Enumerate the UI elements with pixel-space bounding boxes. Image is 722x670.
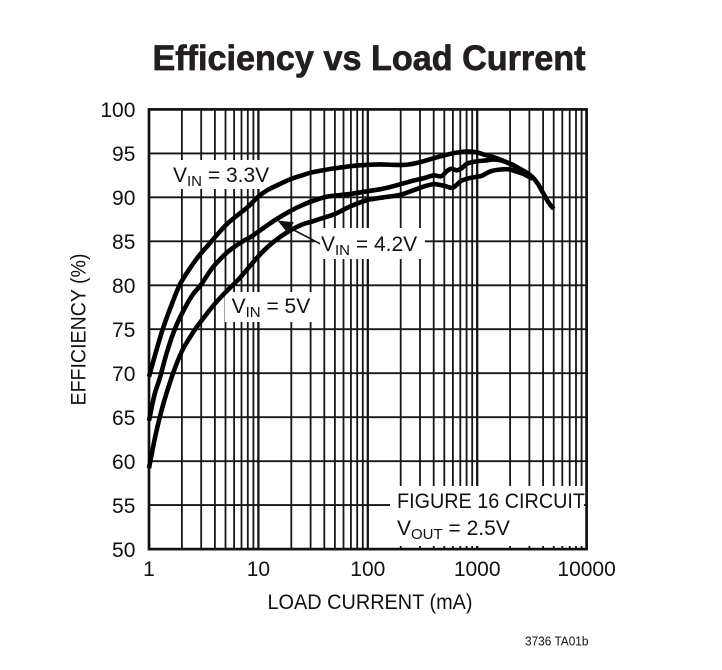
svg-text:FIGURE 16 CIRCUIT: FIGURE 16 CIRCUIT: [397, 490, 585, 513]
svg-text:50: 50: [112, 539, 135, 562]
svg-text:70: 70: [112, 363, 135, 386]
svg-text:80: 80: [112, 275, 135, 298]
svg-text:10: 10: [247, 558, 270, 581]
svg-text:LOAD CURRENT (mA): LOAD CURRENT (mA): [268, 591, 473, 614]
svg-text:65: 65: [112, 407, 135, 430]
svg-text:55: 55: [112, 495, 135, 518]
svg-text:1: 1: [143, 558, 155, 581]
svg-text:85: 85: [112, 231, 135, 254]
svg-text:Efficiency vs Load Current: Efficiency vs Load Current: [153, 38, 586, 78]
svg-text:75: 75: [112, 319, 135, 342]
svg-text:EFFICIENCY (%): EFFICIENCY (%): [68, 254, 91, 406]
svg-text:100: 100: [350, 558, 385, 581]
svg-text:10000: 10000: [557, 558, 615, 581]
svg-text:3736 TA01b: 3736 TA01b: [525, 634, 589, 649]
svg-text:1000: 1000: [454, 558, 501, 581]
svg-text:90: 90: [112, 187, 135, 210]
svg-text:60: 60: [112, 451, 135, 474]
svg-text:VIN = 5V: VIN = 5V: [232, 295, 311, 321]
svg-text:100: 100: [100, 99, 135, 122]
svg-text:95: 95: [112, 143, 135, 166]
svg-text:VIN = 4.2V: VIN = 4.2V: [321, 233, 417, 259]
